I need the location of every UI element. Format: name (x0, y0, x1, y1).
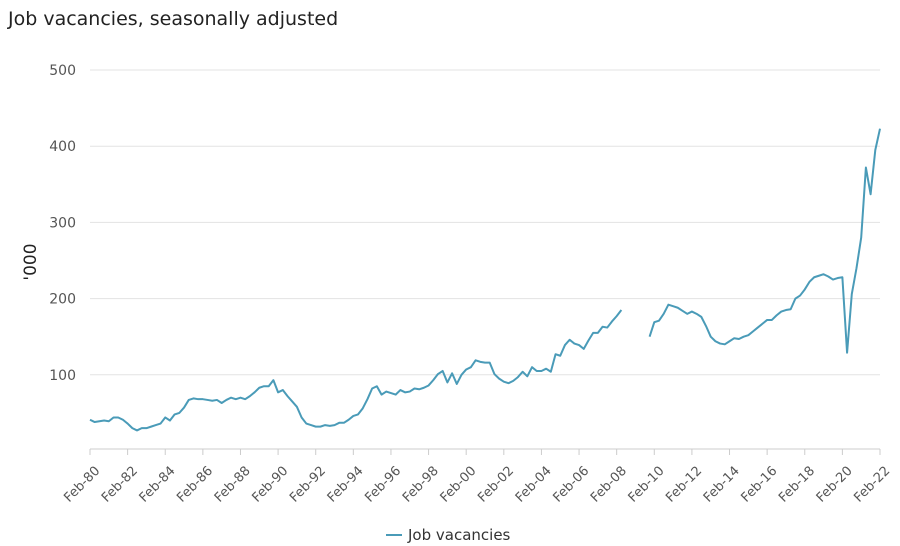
x-tick-label: Feb-04 (513, 464, 555, 506)
x-tick-label: Feb-82 (99, 464, 141, 506)
x-tick-label: Feb-22 (851, 464, 893, 506)
x-tick-label: Feb-92 (287, 464, 329, 506)
x-tick-label: Feb-98 (400, 464, 442, 506)
x-tick-label: Feb-20 (814, 464, 856, 506)
x-tick-label: Feb-80 (61, 464, 103, 506)
x-tick-label: Feb-12 (663, 464, 705, 506)
x-tick-label: Feb-86 (174, 464, 216, 506)
x-tick-label: Feb-90 (249, 464, 291, 506)
x-tick-label: Feb-14 (701, 464, 743, 506)
x-tick-label: Feb-94 (325, 464, 367, 506)
x-tick-label: Feb-02 (475, 464, 517, 506)
data-line (89, 128, 881, 432)
legend-label: Job vacancies (407, 526, 511, 544)
x-tick-label: Feb-16 (739, 464, 781, 506)
x-tick-label: Feb-10 (626, 464, 668, 506)
chart-title: Job vacancies, seasonally adjusted (7, 8, 338, 30)
y-tick-label: 500 (49, 63, 76, 79)
y-tick-label: 400 (49, 139, 76, 155)
x-tick-label: Feb-84 (137, 464, 179, 506)
x-tick-label: Feb-88 (212, 464, 254, 506)
y-tick-label: 200 (49, 292, 76, 308)
x-tick-label: Feb-18 (776, 464, 818, 506)
x-tick-label: Feb-08 (588, 464, 630, 506)
x-tick-label: Feb-06 (550, 464, 592, 506)
y-tick-label: 100 (49, 368, 76, 384)
x-tick-label: Feb-00 (438, 464, 480, 506)
y-tick-label: 300 (49, 215, 76, 231)
x-tick-label: Feb-96 (362, 464, 404, 506)
y-axis-label: '000 (21, 243, 41, 280)
